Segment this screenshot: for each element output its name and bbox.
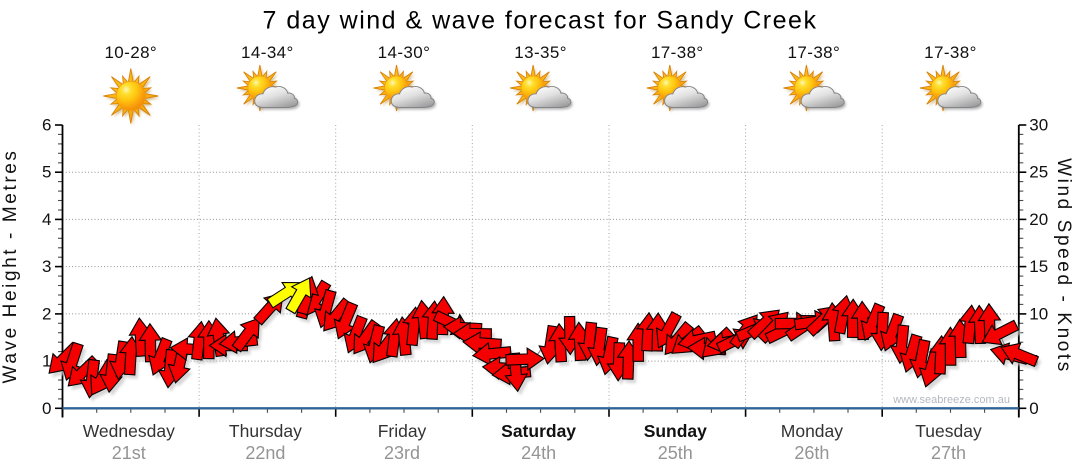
svg-text:7 day wind & wave forecast for: 7 day wind & wave forecast for Sandy Cre… xyxy=(263,7,818,35)
svg-text:Thursday: Thursday xyxy=(229,421,302,441)
svg-text:27th: 27th xyxy=(931,443,966,463)
svg-text:25th: 25th xyxy=(658,443,693,463)
svg-text:14-30°: 14-30° xyxy=(378,43,431,62)
svg-text:0: 0 xyxy=(42,399,51,418)
svg-text:0: 0 xyxy=(1029,399,1038,418)
svg-text:20: 20 xyxy=(1029,210,1048,229)
svg-text:2: 2 xyxy=(42,304,51,323)
svg-text:www.seabreeze.com.au: www.seabreeze.com.au xyxy=(892,394,1010,406)
svg-text:30: 30 xyxy=(1029,116,1048,135)
svg-text:21st: 21st xyxy=(112,443,146,463)
svg-text:22nd: 22nd xyxy=(245,443,285,463)
svg-text:26th: 26th xyxy=(794,443,829,463)
svg-text:Saturday: Saturday xyxy=(501,421,576,441)
svg-text:10: 10 xyxy=(1029,304,1048,323)
svg-text:Wind Speed - Knots: Wind Speed - Knots xyxy=(1053,158,1074,374)
svg-text:6: 6 xyxy=(42,116,51,135)
svg-text:5: 5 xyxy=(42,163,51,182)
svg-text:1: 1 xyxy=(42,352,51,371)
svg-text:15: 15 xyxy=(1029,257,1048,276)
svg-text:Friday: Friday xyxy=(378,421,427,441)
svg-text:25: 25 xyxy=(1029,163,1048,182)
svg-text:Wave Height - Metres: Wave Height - Metres xyxy=(0,148,21,383)
svg-text:17-38°: 17-38° xyxy=(651,43,704,62)
svg-text:Sunday: Sunday xyxy=(644,421,707,441)
svg-text:17-38°: 17-38° xyxy=(788,43,841,62)
svg-text:10-28°: 10-28° xyxy=(104,43,157,62)
svg-text:4: 4 xyxy=(42,210,51,229)
svg-text:23rd: 23rd xyxy=(384,443,420,463)
svg-text:Wednesday: Wednesday xyxy=(83,421,175,441)
svg-text:13-35°: 13-35° xyxy=(514,43,567,62)
svg-text:3: 3 xyxy=(42,257,51,276)
svg-text:Monday: Monday xyxy=(781,421,844,441)
svg-text:24th: 24th xyxy=(521,443,556,463)
svg-text:Tuesday: Tuesday xyxy=(915,421,982,441)
svg-text:17-38°: 17-38° xyxy=(924,43,977,62)
svg-text:14-34°: 14-34° xyxy=(241,43,294,62)
